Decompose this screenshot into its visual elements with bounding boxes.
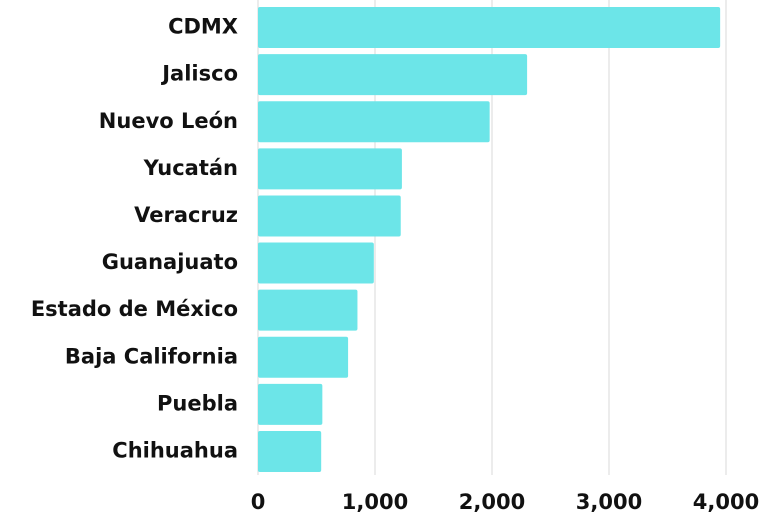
- bar: [258, 54, 528, 96]
- bar: [258, 148, 402, 190]
- y-tick-label: Nuevo León: [99, 109, 238, 133]
- bar: [258, 7, 721, 49]
- y-tick-label: Chihuahua: [112, 438, 238, 462]
- x-tick-label: 1,000: [342, 490, 408, 514]
- y-tick-label: Jalisco: [160, 62, 238, 86]
- y-tick-label: CDMX: [168, 15, 238, 39]
- bar: [258, 101, 490, 143]
- bar: [258, 289, 358, 331]
- y-tick-label: Estado de México: [31, 297, 238, 321]
- x-tick-label: 4,000: [693, 490, 759, 514]
- bar: [258, 383, 323, 425]
- x-tick-label: 3,000: [576, 490, 642, 514]
- y-tick-label: Guanajuato: [102, 250, 238, 274]
- bar: [258, 430, 322, 472]
- y-tick-label: Yucatán: [143, 156, 238, 180]
- y-tick-label: Puebla: [157, 391, 238, 415]
- y-tick-label: Veracruz: [134, 203, 238, 227]
- bar: [258, 242, 374, 284]
- bar: [258, 195, 401, 237]
- bar: [258, 336, 349, 378]
- x-tick-label: 2,000: [459, 490, 525, 514]
- x-tick-label: 0: [251, 490, 266, 514]
- y-tick-label: Baja California: [65, 344, 238, 368]
